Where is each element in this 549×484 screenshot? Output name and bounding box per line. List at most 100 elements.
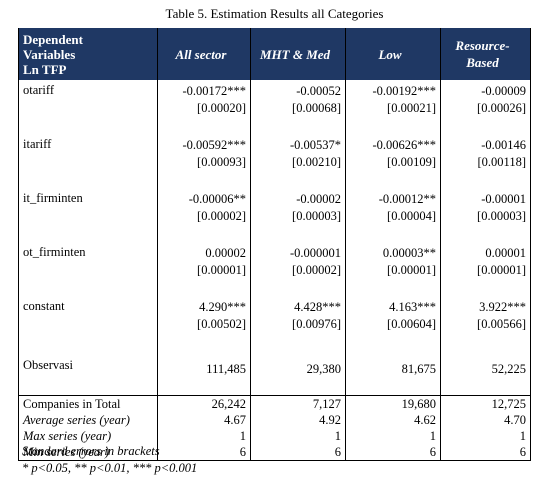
cell: 1 bbox=[250, 428, 346, 444]
cell: 12,725 bbox=[440, 395, 531, 412]
coefficient: -0.00626*** bbox=[372, 138, 436, 152]
std-error: [0.00068] bbox=[292, 101, 341, 115]
coefficient: -0.00172*** bbox=[182, 84, 246, 98]
coefficient: -0.000001 bbox=[289, 246, 341, 260]
cell: 26,242 bbox=[157, 395, 251, 412]
header-line: Variables bbox=[23, 46, 76, 62]
cell: -0.00537* [0.00210] bbox=[250, 134, 346, 188]
header-line: Dependent bbox=[23, 31, 83, 47]
std-error: [0.00001] bbox=[197, 263, 246, 277]
std-error: [0.00002] bbox=[292, 263, 341, 277]
column-header: Resource- Based bbox=[440, 28, 531, 80]
std-error: [0.00976] bbox=[292, 317, 341, 331]
coef-row: ot_firminten 0.00002 [0.00001] -0.000001 [0.… bbox=[18, 242, 531, 296]
coefficient: -0.00006** bbox=[188, 192, 246, 206]
header-stub: Dependent Variables Ln TFP bbox=[18, 28, 158, 80]
coefficient: -0.00012** bbox=[378, 192, 436, 206]
note: * p<0.05, ** p<0.01, *** p<0.001 bbox=[22, 461, 198, 475]
cell: 19,680 bbox=[345, 395, 441, 412]
row-label: Observasi bbox=[18, 350, 158, 396]
cell: 4.290*** [0.00502] bbox=[157, 296, 251, 350]
cell: 1 bbox=[440, 428, 531, 444]
cell: 6 bbox=[440, 444, 531, 461]
cell: -0.00012** [0.00004] bbox=[345, 188, 441, 242]
coefficient: -0.00002 bbox=[296, 192, 341, 206]
std-error: [0.00604] bbox=[387, 317, 436, 331]
cell: 29,380 bbox=[250, 350, 346, 396]
cell: -0.00001 [0.00003] bbox=[440, 188, 531, 242]
cell: 6 bbox=[250, 444, 346, 461]
cell: 7,127 bbox=[250, 395, 346, 412]
coefficient: 0.00001 bbox=[485, 246, 526, 260]
std-error: [0.00021] bbox=[387, 101, 436, 115]
std-error: [0.00109] bbox=[387, 155, 436, 169]
std-error: [0.00118] bbox=[477, 155, 527, 169]
cell: 4.163*** [0.00604] bbox=[345, 296, 441, 350]
row-label: Max series (year) bbox=[18, 428, 158, 444]
cell: 0.00002 [0.00001] bbox=[157, 242, 251, 296]
column-header: All sector bbox=[157, 28, 251, 80]
cell: 4.67 bbox=[157, 412, 251, 428]
notes: Standard errors in brackets * p<0.05, ** … bbox=[22, 443, 197, 477]
cell: 6 bbox=[345, 444, 441, 461]
coefficient: 4.290*** bbox=[199, 300, 246, 314]
obs-row: Observasi 111,485 29,380 81,675 52,225 bbox=[18, 350, 531, 396]
header-line: Based bbox=[466, 55, 499, 70]
coefficient: -0.00192*** bbox=[372, 84, 436, 98]
cell: -0.00002 [0.00003] bbox=[250, 188, 346, 242]
row-label: constant bbox=[18, 296, 158, 350]
std-error: [0.00003] bbox=[292, 209, 341, 223]
header-line: Ln TFP bbox=[23, 61, 67, 77]
cell: 1 bbox=[157, 428, 251, 444]
cell: 3.922*** [0.00566] bbox=[440, 296, 531, 350]
std-error: [0.00026] bbox=[477, 101, 526, 115]
cell: -0.00592*** [0.00093] bbox=[157, 134, 251, 188]
table-title: Table 5. Estimation Results all Categori… bbox=[165, 6, 384, 21]
cell: 52,225 bbox=[440, 350, 531, 396]
column-header: MHT & Med bbox=[250, 28, 346, 80]
summary-row: Companies in Total 26,242 7,127 19,680 12,72… bbox=[18, 395, 531, 412]
header-line: MHT & Med bbox=[259, 46, 331, 62]
coefficient: -0.00146 bbox=[481, 138, 526, 152]
row-label: Min series (year) bbox=[18, 444, 158, 461]
note: Standard errors in brackets bbox=[22, 444, 160, 458]
summary-row: Min series (year) 6 6 6 6 bbox=[18, 444, 531, 461]
std-error: [0.00002] bbox=[197, 209, 246, 223]
coefficient: -0.00592*** bbox=[182, 138, 246, 152]
header-line: All sector bbox=[175, 46, 227, 62]
cell: 4.70 bbox=[440, 412, 531, 428]
std-error: [0.00004] bbox=[387, 209, 436, 223]
results-table: Dependent Variables Ln TFP All sector MHT & … bbox=[18, 28, 531, 461]
cell: -0.00006** [0.00002] bbox=[157, 188, 251, 242]
std-error: [0.00003] bbox=[477, 209, 526, 223]
coef-row: otariff -0.00172*** [0.00020] -0.00052 [0.00… bbox=[18, 80, 531, 134]
coefficient: -0.00009 bbox=[481, 84, 526, 98]
coef-row: it_firminten -0.00006** [0.00002] -0.00002 [… bbox=[18, 188, 531, 242]
cell: -0.00146 [0.00118] bbox=[440, 134, 531, 188]
std-error: [0.00001] bbox=[387, 263, 436, 277]
cell: -0.00192*** [0.00021] bbox=[345, 80, 441, 134]
coefficient: 0.00002 bbox=[205, 246, 246, 260]
row-label: it_firminten bbox=[18, 188, 158, 242]
column-header: Low bbox=[345, 28, 441, 80]
std-error: [0.00001] bbox=[477, 263, 526, 277]
coefficient: 3.922*** bbox=[479, 300, 526, 314]
cell: 1 bbox=[345, 428, 441, 444]
coefficient: 4.428*** bbox=[294, 300, 341, 314]
coef-row: constant 4.290*** [0.00502] 4.428*** [0.0097… bbox=[18, 296, 531, 350]
row-label: itariff bbox=[18, 134, 158, 188]
coefficient: 0.00003** bbox=[382, 246, 436, 260]
row-label: Average series (year) bbox=[18, 412, 158, 428]
coefficient: -0.00052 bbox=[296, 84, 341, 98]
cell: 4.62 bbox=[345, 412, 441, 428]
coefficient: 4.163*** bbox=[389, 300, 436, 314]
coefficient: -0.00001 bbox=[481, 192, 526, 206]
cell: -0.00009 [0.00026] bbox=[440, 80, 531, 134]
std-error: [0.00502] bbox=[197, 317, 246, 331]
cell: 0.00001 [0.00001] bbox=[440, 242, 531, 296]
cell: 81,675 bbox=[345, 350, 441, 396]
cell: -0.000001 [0.00002] bbox=[250, 242, 346, 296]
cell: 111,485 bbox=[157, 350, 251, 396]
coef-row: itariff -0.00592*** [0.00093] -0.00537* [0.0… bbox=[18, 134, 531, 188]
